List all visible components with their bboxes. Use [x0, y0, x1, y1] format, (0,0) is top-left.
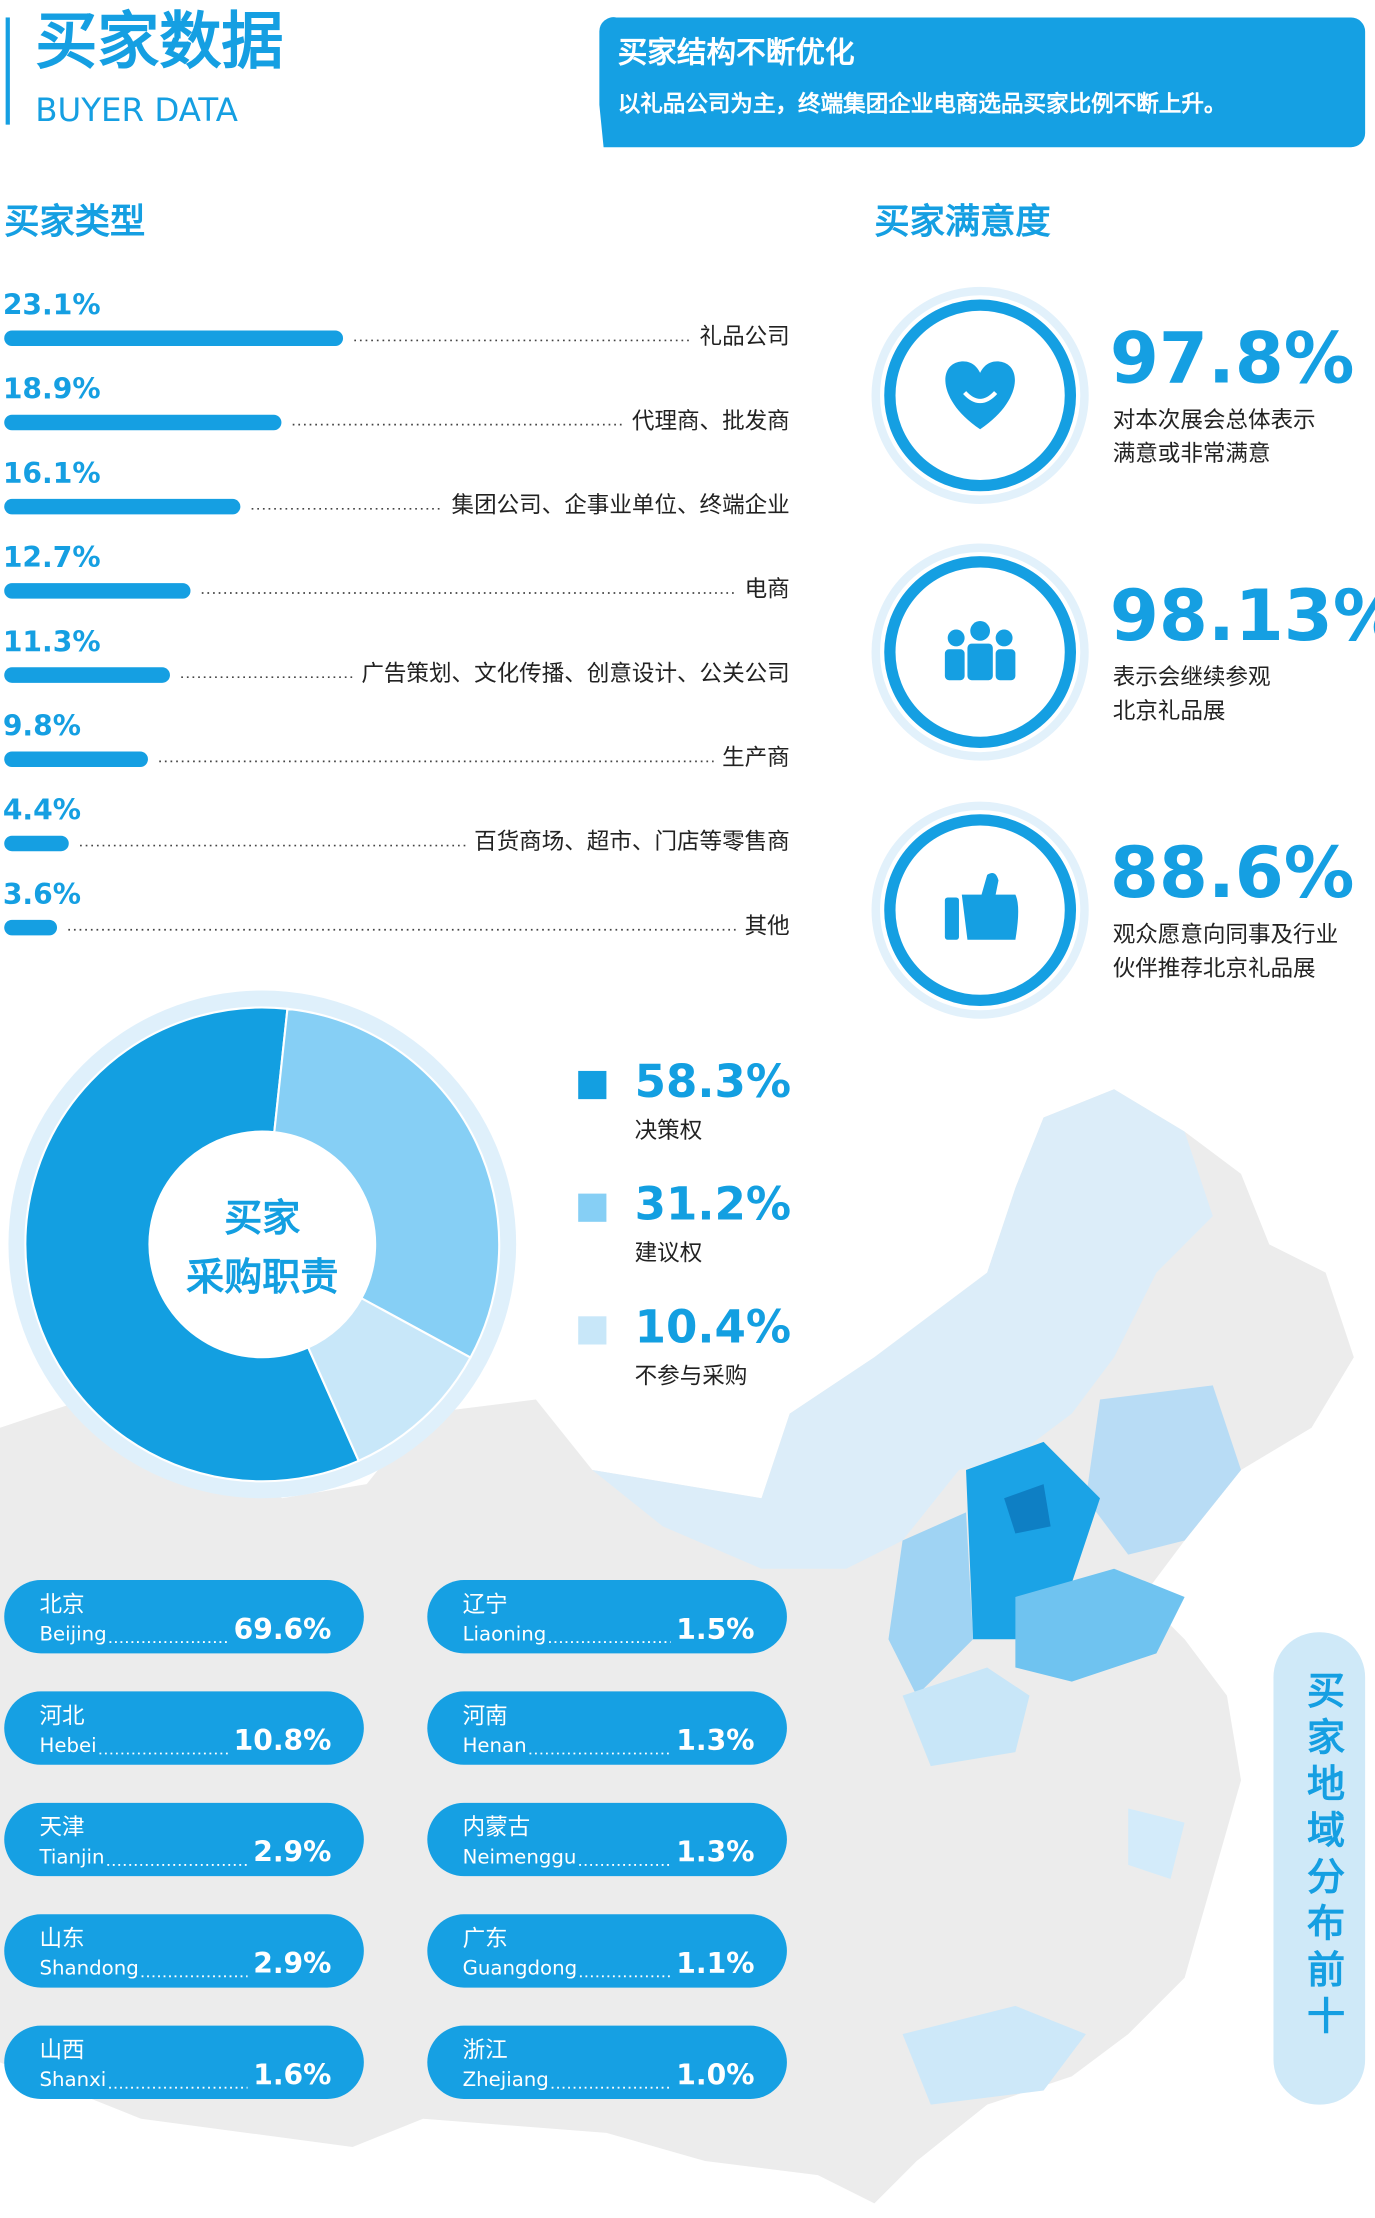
region-name: 山东 — [39, 1926, 84, 1952]
region-pill — [4, 1802, 364, 1877]
category-label: 代理商、批发商 — [632, 408, 790, 434]
bar — [4, 835, 69, 852]
region-name: 辽宁 — [463, 1592, 508, 1618]
region-value: 1.3% — [676, 1724, 754, 1757]
bar — [4, 751, 148, 768]
satisfaction-text: 观众愿意向同事及行业 — [1113, 922, 1338, 948]
region-value: 1.6% — [253, 2058, 331, 2091]
region-pill — [427, 1914, 787, 1988]
legend-swatch — [578, 1193, 607, 1222]
donut-center-text: 买家 — [224, 1196, 300, 1240]
legend-value: 58.3% — [635, 1055, 792, 1108]
bar — [4, 667, 170, 683]
value-label: 3.6% — [3, 878, 81, 911]
region-name-en: Shanxi — [39, 2068, 106, 2091]
bar — [4, 919, 58, 936]
region-name: 北京 — [39, 1592, 84, 1618]
category-label: 礼品公司 — [700, 324, 790, 350]
value-label: 16.1% — [3, 457, 101, 490]
header-bar — [5, 17, 10, 125]
region-title-bg — [1273, 1632, 1366, 2105]
region-value: 69.6% — [234, 1613, 332, 1646]
value-label: 11.3% — [3, 625, 101, 658]
region-name: 内蒙古 — [463, 1815, 531, 1841]
banner-title: 买家结构不断优化 — [618, 36, 855, 70]
region-name-en: Shandong — [39, 1957, 138, 1980]
value-label: 12.7% — [3, 541, 101, 574]
region-name: 天津 — [39, 1815, 84, 1841]
region-pill — [427, 2025, 787, 2099]
section-title: 买家满意度 — [874, 201, 1051, 242]
bar — [4, 414, 282, 431]
region-value: 1.1% — [676, 1947, 754, 1980]
donut-hole — [149, 1131, 376, 1358]
region-value: 1.3% — [676, 1836, 754, 1869]
region-title: 买家地域分布前十 — [1301, 1670, 1345, 2042]
satisfaction-text: 对本次展会总体表示 — [1113, 407, 1316, 433]
region-name-en: Henan — [463, 1734, 527, 1757]
region-name-en: Zhejiang — [463, 2068, 549, 2091]
satisfaction-text: 伙伴推荐北京礼品展 — [1113, 956, 1316, 982]
category-label: 生产商 — [722, 745, 790, 771]
region-value: 10.8% — [234, 1724, 332, 1757]
satisfaction-value: 97.8% — [1110, 318, 1355, 400]
region-name-en: Tianjin — [38, 1845, 104, 1868]
banner — [599, 17, 1366, 148]
region-name-en: Liaoning — [463, 1623, 547, 1646]
satisfaction-text: 北京礼品展 — [1113, 699, 1226, 725]
bar — [4, 498, 241, 515]
region-name: 河北 — [39, 1703, 84, 1729]
region-name-en: Guangdong — [463, 1957, 578, 1980]
region-name: 浙江 — [463, 2038, 508, 2064]
satisfaction-text: 满意或非常满意 — [1113, 441, 1271, 467]
satisfaction-value: 88.6% — [1110, 832, 1355, 914]
region-pill — [427, 1802, 787, 1877]
value-label: 18.9% — [3, 373, 101, 406]
region-value: 1.5% — [676, 1613, 754, 1646]
banner-text: 以礼品公司为主，终端集团企业电商选品买家比例不断上升。 — [618, 90, 1227, 117]
category-label: 其他 — [745, 913, 790, 939]
region-value: 2.9% — [253, 1947, 331, 1980]
region-pill — [4, 1914, 364, 1988]
page-title: 买家数据 — [35, 5, 283, 78]
region-pill — [4, 2025, 364, 2099]
bar — [4, 583, 191, 599]
category-label: 电商 — [745, 577, 790, 603]
region-value: 1.0% — [676, 2058, 754, 2091]
region-name: 山西 — [39, 2038, 84, 2064]
legend-label: 建议权 — [635, 1241, 703, 1267]
region-pill — [4, 1691, 364, 1765]
donut-center-text: 采购职责 — [186, 1255, 338, 1299]
region-pill — [4, 1580, 364, 1654]
legend-swatch — [578, 1316, 607, 1345]
value-label: 4.4% — [3, 794, 81, 827]
legend-swatch — [578, 1070, 607, 1100]
region-name-en: Beijing — [39, 1623, 106, 1646]
value-label: 23.1% — [3, 289, 101, 322]
satisfaction-text: 表示会继续参观 — [1113, 665, 1271, 691]
legend-label: 不参与采购 — [635, 1363, 748, 1389]
legend-value: 10.4% — [635, 1300, 792, 1353]
region-name: 河南 — [463, 1703, 508, 1729]
category-label: 百货商场、超市、门店等零售商 — [474, 829, 790, 855]
region-pill — [427, 1580, 787, 1654]
satisfaction-icons — [871, 286, 1089, 1019]
page-subtitle: BUYER DATA — [35, 91, 238, 129]
category-label: 广告策划、文化传播、创意设计、公关公司 — [361, 661, 789, 687]
region-name: 广东 — [463, 1926, 508, 1952]
value-label: 9.8% — [3, 710, 81, 743]
satisfaction-value: 98.13% — [1110, 575, 1375, 657]
region-name-en: Hebei — [39, 1734, 96, 1757]
region-pill — [427, 1691, 787, 1765]
region-name-en: Neimenggu — [463, 1845, 577, 1868]
legend-label: 决策权 — [635, 1118, 703, 1144]
legend-value: 31.2% — [635, 1178, 792, 1231]
bar — [4, 330, 344, 347]
section-title: 买家类型 — [4, 201, 145, 242]
region-value: 2.9% — [253, 1836, 331, 1869]
category-label: 集团公司、企事业单位、终端企业 — [452, 492, 790, 518]
